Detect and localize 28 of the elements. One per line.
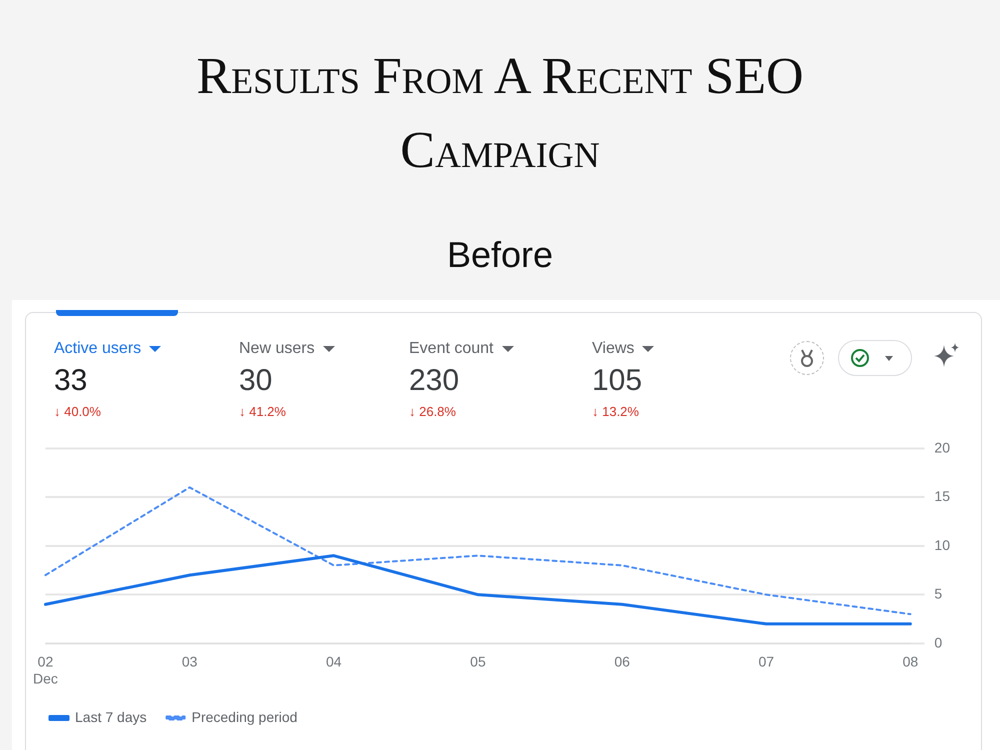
chart-subtitle: Before <box>446 234 554 276</box>
x-tick-label: 02 Dec <box>32 654 58 686</box>
x-tick-label: 06 <box>614 654 630 670</box>
text: ↓ 40.0% <box>54 404 101 419</box>
x-tick-label: 03 <box>182 654 198 670</box>
x-tick-label: 05 <box>470 654 486 670</box>
text: 230 <box>409 364 460 397</box>
text: Active users <box>54 340 142 358</box>
y-tick-label: 10 <box>934 536 950 553</box>
text: Event count <box>409 340 494 358</box>
text: 30 <box>239 364 272 397</box>
y-tick-label: 15 <box>934 488 950 504</box>
y-tick-label: 0 <box>934 634 942 650</box>
x-tick-label: 04 <box>326 654 342 670</box>
text: 105 <box>592 364 642 397</box>
text: ↓ 13.2% <box>592 404 639 419</box>
x-tick-label: 07 <box>758 654 774 670</box>
text: 33 <box>54 364 88 397</box>
text: ↓ 41.2% <box>239 404 286 419</box>
legend-label: Last 7 days <box>75 708 147 725</box>
y-tick-label: 5 <box>934 586 942 602</box>
text: New users <box>239 340 315 358</box>
text: ↓ 26.8% <box>409 404 456 419</box>
text: Views <box>592 340 634 358</box>
chart-title: Results From A Recent SEO Campaign <box>195 47 805 181</box>
y-tick-label: 20 <box>934 439 950 456</box>
x-tick-label: 08 <box>902 654 918 670</box>
legend-label: Preceding period <box>192 708 298 725</box>
